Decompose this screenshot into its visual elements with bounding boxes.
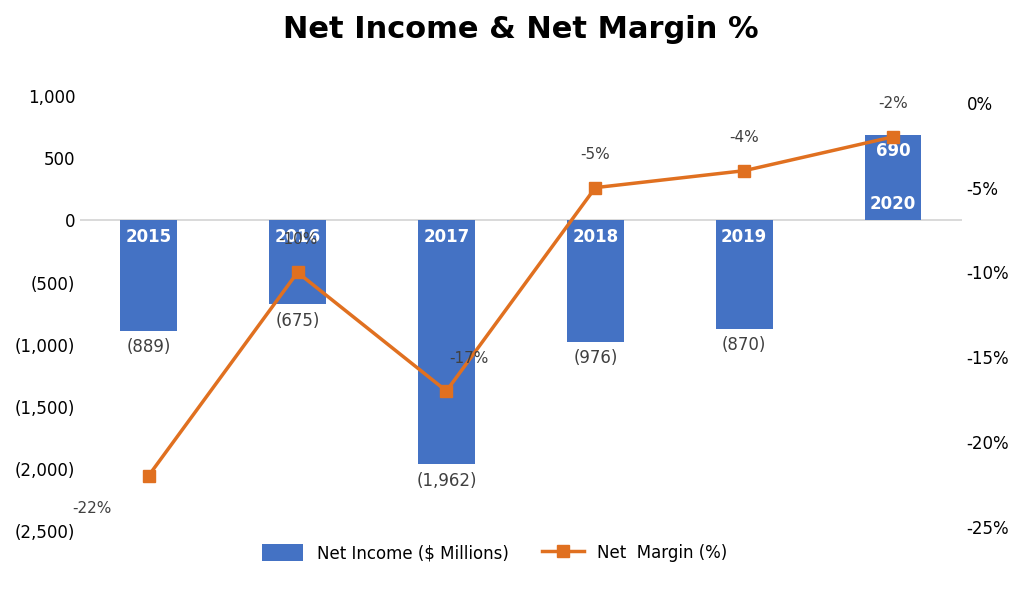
Text: (889): (889) [126, 338, 171, 356]
Text: (1,962): (1,962) [416, 472, 476, 490]
Text: 2017: 2017 [423, 228, 470, 246]
Text: -10%: -10% [278, 232, 317, 247]
Net  Margin (%) [887, 133, 899, 141]
Text: -4%: -4% [729, 130, 759, 146]
Net  Margin (%) [589, 184, 601, 192]
Net  Margin (%) [738, 167, 751, 174]
Bar [120, 220, 177, 331]
Line: Net  Margin (%): Net Margin (%) [143, 131, 899, 481]
Bar [418, 220, 475, 464]
Text: (870): (870) [722, 336, 766, 354]
Text: (675): (675) [275, 312, 319, 330]
Text: (976): (976) [573, 349, 617, 367]
Text: 2015: 2015 [126, 228, 172, 246]
Text: 690: 690 [876, 142, 910, 160]
Bar [865, 134, 922, 220]
Text: -2%: -2% [879, 96, 908, 111]
Text: -17%: -17% [450, 351, 488, 365]
Net  Margin (%) [292, 269, 304, 276]
Text: 2020: 2020 [870, 195, 916, 213]
Text: 2019: 2019 [721, 228, 767, 246]
Net  Margin (%) [440, 387, 453, 395]
Bar [716, 220, 772, 328]
Text: 2016: 2016 [274, 228, 321, 246]
Text: -22%: -22% [72, 501, 112, 516]
Legend: Net Income ($ Millions), Net  Margin (%): Net Income ($ Millions), Net Margin (%) [255, 538, 734, 569]
Net  Margin (%) [142, 472, 155, 480]
Text: 2018: 2018 [572, 228, 618, 246]
Bar [269, 220, 326, 305]
Text: -5%: -5% [581, 147, 610, 162]
Title: Net Income & Net Margin %: Net Income & Net Margin % [283, 15, 759, 44]
Bar [567, 220, 624, 342]
